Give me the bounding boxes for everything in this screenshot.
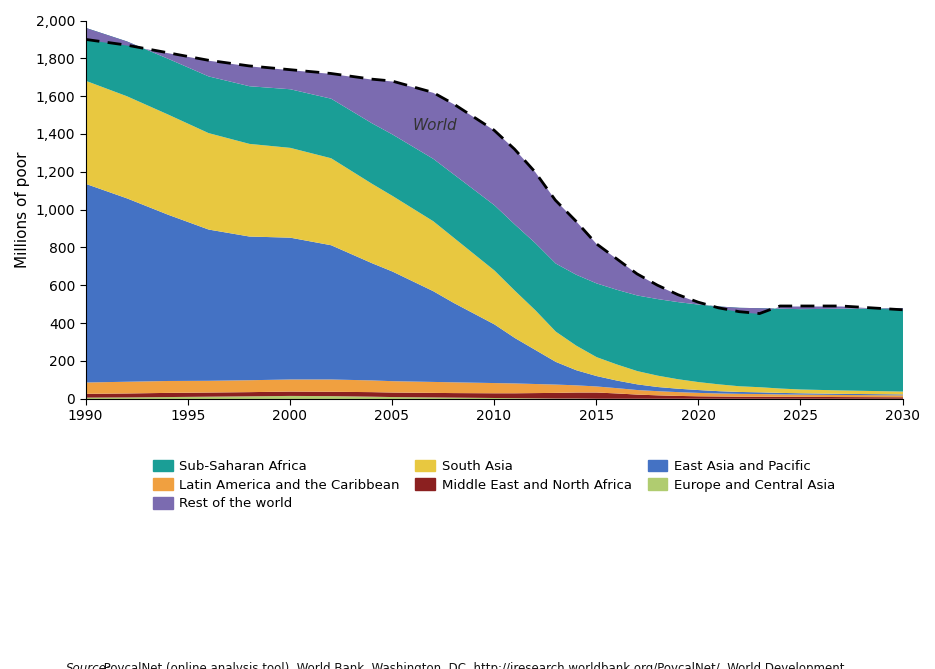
Text: World: World [412, 118, 457, 133]
Legend: Sub-Saharan Africa, Latin America and the Caribbean, Rest of the world, South As: Sub-Saharan Africa, Latin America and th… [148, 454, 841, 516]
Y-axis label: Millions of poor: Millions of poor [15, 151, 30, 268]
Text: PovcalNet (online analysis tool), World Bank, Washington, DC, http://iresearch.w: PovcalNet (online analysis tool), World … [100, 662, 844, 669]
Text: Source:: Source: [65, 662, 110, 669]
